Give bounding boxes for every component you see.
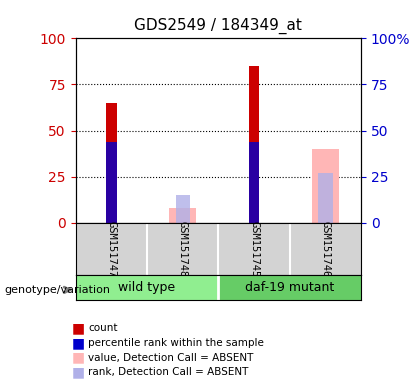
Bar: [249, 142, 260, 223]
Text: GSM151748: GSM151748: [178, 220, 188, 277]
Text: ■: ■: [71, 351, 84, 364]
Text: ■: ■: [71, 321, 84, 335]
Bar: [76, 275, 147, 300]
Text: GSM151745: GSM151745: [249, 220, 259, 277]
Bar: [169, 208, 196, 223]
Text: percentile rank within the sample: percentile rank within the sample: [88, 338, 264, 348]
Bar: [106, 103, 117, 223]
Bar: [312, 149, 339, 223]
Text: rank, Detection Call = ABSENT: rank, Detection Call = ABSENT: [88, 367, 249, 377]
Bar: [147, 275, 218, 300]
Text: genotype/variation: genotype/variation: [4, 285, 110, 295]
Text: count: count: [88, 323, 118, 333]
Text: value, Detection Call = ABSENT: value, Detection Call = ABSENT: [88, 353, 254, 362]
Text: ■: ■: [71, 365, 84, 379]
Bar: [176, 195, 190, 223]
Text: daf-19 mutant: daf-19 mutant: [245, 281, 334, 293]
Bar: [318, 173, 333, 223]
Bar: [106, 142, 117, 223]
Text: wild type: wild type: [118, 281, 176, 293]
Bar: [290, 275, 361, 300]
Bar: [249, 66, 260, 223]
Text: GSM151746: GSM151746: [320, 220, 331, 277]
Text: ■: ■: [71, 336, 84, 350]
Text: GSM151747: GSM151747: [106, 220, 116, 277]
Bar: [218, 275, 290, 300]
Title: GDS2549 / 184349_at: GDS2549 / 184349_at: [134, 18, 302, 34]
